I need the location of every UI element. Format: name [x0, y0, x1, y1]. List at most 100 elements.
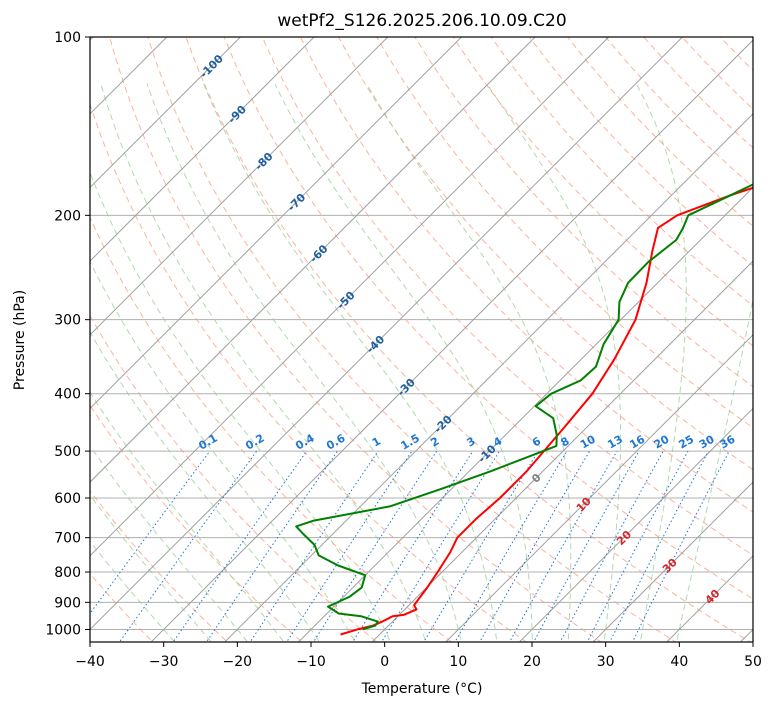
dry-adiabat	[566, 37, 753, 227]
mixing-ratio-line	[533, 450, 640, 642]
mixing-ratio-line	[632, 450, 730, 642]
mixing-ratio-line	[118, 450, 258, 642]
moist-adiabat	[90, 445, 249, 642]
mixing-ratio-label: 6	[530, 434, 543, 449]
isotherm	[90, 37, 684, 631]
isotherm-label: -80	[252, 150, 275, 173]
isotherm	[90, 37, 168, 115]
mixing-ratio-line	[586, 450, 689, 642]
mixing-ratio-label: 8	[559, 435, 572, 450]
dry-adiabat	[90, 404, 303, 642]
moist-adiabat	[90, 171, 392, 642]
moist-adiabat	[203, 83, 498, 642]
mixing-ratio-label: 10	[578, 432, 598, 451]
moist-adiabat	[90, 540, 176, 642]
moist-adiabat	[146, 83, 462, 642]
mixing-ratio-line	[312, 450, 438, 642]
mixing-ratio-line	[479, 450, 591, 642]
isotherm	[445, 334, 753, 642]
isotherm	[90, 37, 242, 189]
dry-adiabat	[90, 314, 378, 642]
x-tick-label: 50	[744, 654, 762, 670]
y-tick-label: 800	[54, 565, 81, 581]
dry-adiabat	[90, 102, 528, 642]
mixing-ratio-label: 30	[697, 432, 717, 451]
mixing-ratio-line	[205, 450, 338, 642]
dry-adiabat	[490, 37, 753, 307]
isotherm	[90, 37, 610, 557]
x-axis-label: Temperature (°C)	[361, 681, 483, 697]
dry-adiabat	[147, 37, 677, 642]
axes: −40 −30 −20 −10 0 10 20 30 40 5010020030040050060…	[45, 30, 762, 670]
isotherm	[666, 555, 753, 642]
mixing-ratio-line	[423, 450, 539, 642]
mixing-ratio-line	[454, 450, 568, 642]
x-tick-label: 0	[380, 654, 389, 670]
temperature-profile	[340, 186, 753, 636]
dry-adiabat	[185, 37, 752, 642]
dry-adiabat	[452, 37, 753, 347]
y-tick-label: 700	[54, 531, 81, 547]
y-axis-label: Pressure (hPa)	[12, 290, 28, 390]
x-tick-label: 40	[670, 654, 688, 670]
mixing-ratio-line	[559, 450, 664, 642]
isotherm	[90, 37, 315, 262]
y-tick-label: 200	[54, 208, 81, 224]
isotherm-label: -70	[285, 191, 308, 214]
isotherm	[90, 37, 389, 336]
dry-adiabat	[261, 37, 753, 556]
mixing-ratio-label: 25	[676, 433, 696, 452]
isotherms	[90, 37, 753, 642]
isotherm	[90, 37, 463, 410]
moist-adiabats	[90, 83, 753, 642]
dry-adiabat	[90, 489, 229, 642]
mixing-ratio-label: 3	[465, 435, 478, 450]
dry-adiabat	[90, 216, 453, 642]
moist-adiabat	[366, 83, 572, 642]
mixing-ratio-label: 1.5	[398, 432, 421, 453]
isotherm	[592, 481, 753, 642]
isotherm	[518, 407, 753, 642]
chart-title: wetPf2_S126.2025.206.10.09.C20	[277, 11, 566, 31]
dry-adiabat	[299, 37, 753, 513]
y-tick-label: 100	[54, 30, 81, 46]
isotherm	[90, 37, 536, 483]
isotherm	[371, 260, 753, 642]
mixing-ratio-lines	[90, 450, 730, 642]
mixing-ratio-line	[381, 450, 500, 642]
mixing-ratio-label: 1	[370, 435, 383, 450]
isotherm-label: -100	[197, 52, 226, 81]
dry-adiabat	[223, 37, 753, 600]
mixing-ratio-label: 2	[428, 435, 441, 450]
y-tick-label: 900	[54, 595, 81, 611]
mixing-ratio-line	[609, 450, 709, 642]
y-tick-label: 600	[54, 491, 81, 507]
dry-adiabat	[109, 37, 602, 642]
pressure-gridlines	[90, 37, 753, 630]
dry-adiabat	[681, 37, 753, 110]
x-tick-label: 30	[597, 654, 615, 670]
moist-adiabat	[676, 296, 753, 642]
mixing-ratio-line	[249, 450, 379, 642]
x-tick-label: 10	[449, 654, 467, 670]
mixing-ratio-label: 13	[605, 433, 625, 452]
moist-adiabat	[90, 494, 212, 642]
plot-frame	[89, 36, 754, 643]
sounding-profiles	[295, 183, 753, 636]
dewpoint-profile	[295, 183, 753, 631]
y-tick-label: 1000	[45, 622, 81, 638]
x-tick-label: −30	[149, 654, 179, 670]
x-tick-label: −10	[296, 654, 326, 670]
x-tick-label: −20	[223, 654, 253, 670]
mixing-ratio-line	[90, 450, 211, 615]
isotherm	[297, 186, 753, 642]
dry-adiabat	[376, 37, 753, 429]
dry-adiabat	[414, 37, 753, 388]
x-tick-label: −40	[75, 654, 105, 670]
moist-adiabat	[90, 330, 321, 642]
y-tick-label: 500	[54, 444, 81, 460]
mixing-ratio-label: 0.1	[196, 432, 219, 453]
x-tick-label: 20	[523, 654, 541, 670]
mixing-ratio-label: 20	[652, 432, 672, 451]
